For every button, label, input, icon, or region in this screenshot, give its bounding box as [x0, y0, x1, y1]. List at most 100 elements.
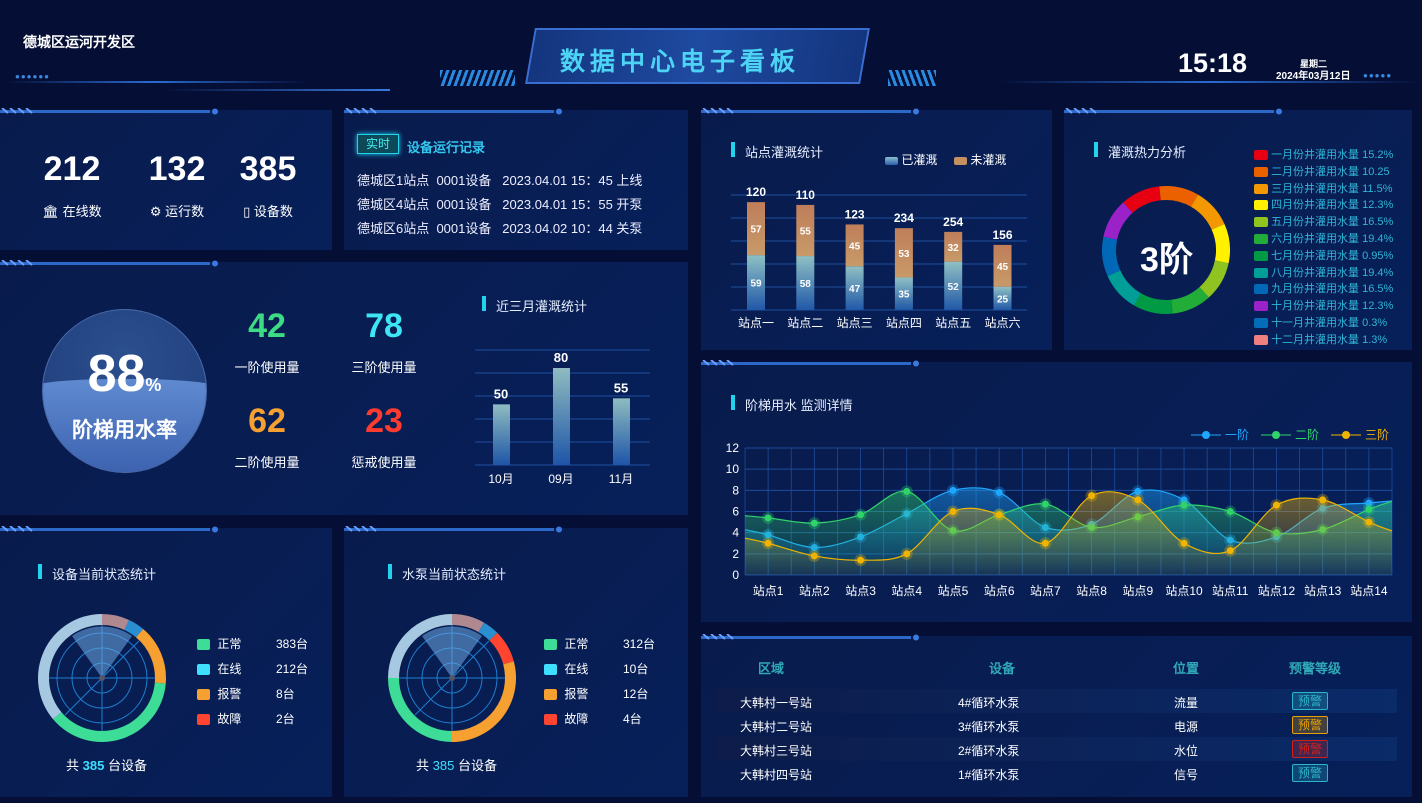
legend-label: 已灌溉	[901, 153, 938, 167]
y-tick-label: 10	[726, 462, 740, 476]
legend-value: 212台	[276, 662, 309, 676]
usage-value: 62	[248, 402, 286, 440]
data-point	[903, 487, 911, 495]
usage-label: 三阶使用量	[351, 360, 417, 375]
x-tick-label: 站点14	[1350, 584, 1388, 598]
station-chart-title: 站点灌溉统计	[731, 142, 823, 161]
legend-swatch	[544, 714, 557, 726]
legend-value: 0.3%	[1362, 317, 1388, 329]
stat-label: ⚙ 运行数	[127, 201, 227, 220]
usage-value: 23	[365, 402, 403, 440]
header-stripes-left	[440, 70, 515, 86]
column-header: 区域	[758, 661, 785, 676]
heat-panel: 灌溉热力分析 3阶 一月份井灌用水量 15.2% 二月份井灌用水量 10.25 …	[1064, 108, 1412, 350]
bar-irrigated	[845, 266, 864, 310]
tick-label: 09月	[548, 472, 573, 486]
bar-irrigated	[894, 277, 913, 310]
heat-slice	[1199, 260, 1229, 298]
data-label: 55	[800, 226, 812, 237]
realtime-badge: 实时	[357, 134, 399, 154]
data-point	[949, 486, 957, 494]
legend-value: 0.95%	[1362, 249, 1394, 262]
legend-label: 故障	[564, 712, 589, 726]
legend-swatch	[954, 156, 967, 165]
region-name: 德城区运河开发区	[23, 34, 135, 50]
total-label: 254	[943, 215, 963, 229]
legend-label: 正常	[564, 637, 589, 651]
table-row[interactable]: 大韩村二号站 3#循环水泵 电源 预警	[716, 713, 1397, 737]
heat-donut	[1102, 186, 1230, 314]
data-label: 47	[849, 284, 861, 295]
date: 2024年03月12日	[1276, 71, 1351, 82]
cell-position: 水位	[1174, 744, 1199, 758]
data-label: 53	[898, 249, 910, 260]
bar-not-irrigated	[993, 244, 1012, 287]
legend-swatch	[1254, 318, 1268, 329]
segment-remaining	[452, 614, 484, 633]
table-row[interactable]: 大韩村三号站 2#循环水泵 水位 预警	[716, 737, 1397, 761]
table-row[interactable]: 大韩村四号站 1#循环水泵 信号 预警	[716, 761, 1397, 785]
heat-legend-item: 四月份井灌用水量 12.3%	[1254, 196, 1393, 212]
data-point	[764, 539, 772, 547]
tick-label: 站点五	[935, 316, 971, 330]
header-line-left2	[165, 89, 390, 91]
total-label: 120	[746, 185, 766, 199]
data-point	[810, 519, 818, 527]
panel-top-decoration	[701, 634, 919, 641]
legend-swatch	[885, 156, 898, 165]
legend-swatch	[1254, 267, 1268, 278]
alerts-panel: 区域 设备 位置 预警等级 大韩村一号站 4#循环水泵 流量 预警 大韩村二号站 3#…	[701, 634, 1412, 797]
data-point	[1041, 539, 1049, 547]
segment-online	[124, 619, 144, 638]
legend-label: 六月份井灌用水量	[1271, 233, 1360, 245]
data-point	[903, 550, 911, 558]
legend-value: 312台	[623, 637, 656, 651]
legend-swatch	[1254, 183, 1268, 194]
pump-total: 共 385 台设备	[416, 755, 497, 774]
data-label: 55	[614, 380, 628, 395]
total-suffix: 台设备	[107, 758, 147, 773]
heat-slice	[1191, 194, 1225, 230]
stat-label-text: 运行数	[165, 204, 205, 219]
table-row[interactable]: 大韩村一号站 4#循环水泵 流量 预警	[716, 689, 1397, 713]
data-point	[1365, 505, 1373, 513]
legend-value: 12台	[623, 687, 649, 701]
weekday: 星期二	[1300, 59, 1328, 69]
heat-legend-item: 三月份井灌用水量 11.5%	[1254, 180, 1393, 196]
legend-marker	[1342, 431, 1350, 439]
legend-label: 十一月井灌用水量	[1271, 317, 1360, 329]
data-point	[1365, 518, 1373, 526]
total-label: 234	[894, 211, 914, 225]
cell-area: 大韩村四号站	[740, 768, 813, 782]
heat-legend-item: 十一月井灌用水量 0.3%	[1254, 314, 1387, 330]
monitor-title: 阶梯用水 监测详情	[731, 395, 853, 414]
data-label: 57	[750, 225, 762, 236]
data-point	[1180, 501, 1188, 509]
cell-device: 1#循环水泵	[958, 768, 1020, 782]
legend-swatch	[1254, 200, 1268, 211]
segment-alarm	[136, 628, 166, 684]
tick-label: 11月	[609, 472, 633, 486]
heat-legend-item: 十二月井灌用水量 1.3%	[1254, 331, 1387, 347]
legend-swatch	[197, 689, 210, 701]
segment-normal	[52, 682, 166, 742]
legend-swatch	[1254, 150, 1268, 161]
cell-area: 大韩村二号站	[740, 720, 813, 734]
bar-not-irrigated	[944, 231, 963, 262]
total-label: 156	[992, 228, 1012, 242]
water-rate-value: 88%	[42, 344, 207, 404]
x-tick-label: 站点6	[984, 584, 1015, 598]
data-label: 45	[849, 241, 861, 252]
water-rate-ball	[42, 309, 207, 473]
stat-label-text: 设备数	[253, 204, 293, 219]
legend-value: 11.5%	[1362, 182, 1393, 195]
total-label: 110	[796, 188, 816, 202]
legend-label: 未灌溉	[970, 153, 1007, 167]
legend-value: 12.3%	[1362, 300, 1394, 313]
legend-swatch	[197, 639, 210, 651]
usage-value: 42	[248, 307, 286, 345]
legend-value: 12.3%	[1362, 199, 1394, 212]
segment-remaining	[38, 614, 102, 720]
heat-slice	[1102, 236, 1121, 277]
legend-label: 五月份井灌用水量	[1271, 216, 1360, 229]
